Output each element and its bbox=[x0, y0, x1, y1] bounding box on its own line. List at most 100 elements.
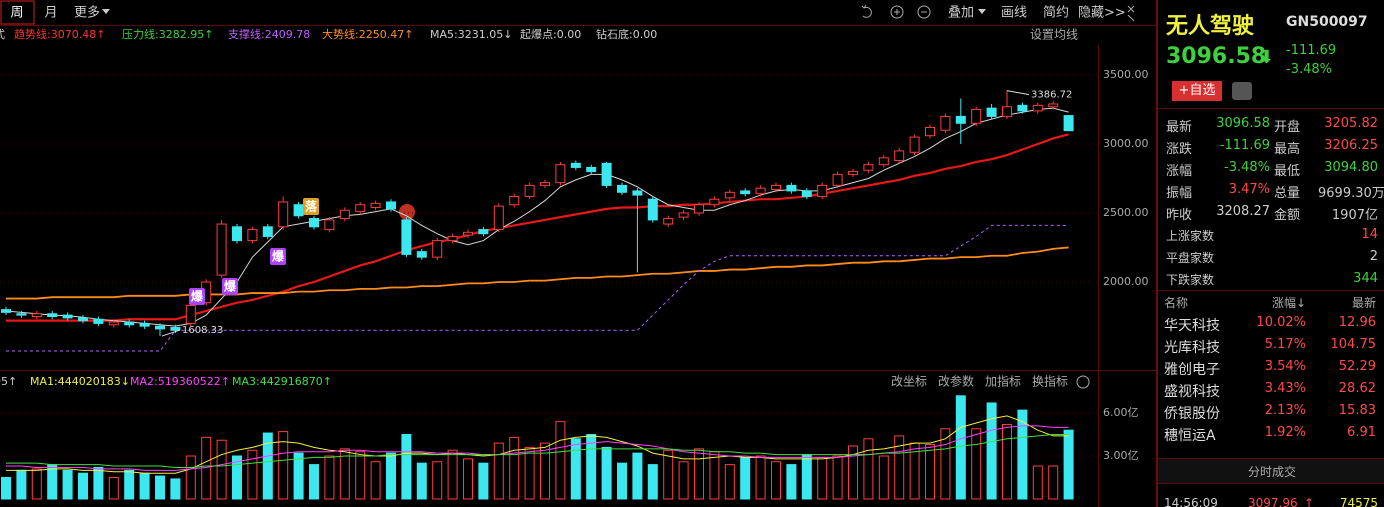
volume-bar bbox=[108, 477, 119, 500]
volume-bar bbox=[663, 449, 674, 500]
stock-change: 2.13% bbox=[1264, 403, 1306, 418]
stock-price: 6.91 bbox=[1347, 425, 1376, 440]
stock-price: 28.62 bbox=[1338, 381, 1376, 396]
indicator-item: 钻石底:0.00 bbox=[596, 27, 657, 41]
volume-bar bbox=[755, 455, 766, 500]
toolbar-button[interactable]: 画线 bbox=[1001, 6, 1027, 21]
stat-label: 涨幅 bbox=[1166, 164, 1193, 179]
candle-body bbox=[339, 209, 350, 220]
volume-bar bbox=[801, 454, 812, 500]
stat-value: 3208.27 bbox=[1216, 204, 1270, 219]
volume-bar bbox=[878, 455, 889, 500]
candle-body bbox=[16, 313, 27, 316]
stat-label: 金额 bbox=[1274, 208, 1301, 223]
stock-price: 52.29 bbox=[1338, 359, 1376, 374]
annotation-arrow bbox=[1006, 90, 1030, 96]
volume-bar bbox=[31, 468, 42, 500]
candle-body bbox=[925, 126, 935, 137]
y-tick-label: 6.00亿 bbox=[1103, 406, 1139, 419]
volume-bar bbox=[1032, 465, 1043, 500]
volume-header: 95↑ bbox=[0, 375, 17, 388]
volume-bar bbox=[16, 469, 27, 500]
quote-change-pct: -3.48% bbox=[1286, 62, 1332, 77]
volume-bar bbox=[293, 452, 304, 500]
indicator-item: 支撑线:2409.78 bbox=[228, 27, 310, 41]
candle-body bbox=[31, 313, 42, 317]
section-title: 分时成交 bbox=[1247, 465, 1296, 479]
toolbar-button[interactable]: 隐藏>> bbox=[1078, 6, 1126, 21]
volume-bar bbox=[986, 402, 997, 500]
toolbar-button[interactable]: 简约 bbox=[1043, 5, 1069, 21]
candle-body bbox=[278, 201, 289, 228]
volume-bar bbox=[848, 445, 858, 500]
candle-body bbox=[324, 219, 335, 231]
quote-price: 3096.58 bbox=[1166, 44, 1267, 69]
stat-value: 3096.58 bbox=[1216, 116, 1270, 131]
badge-bg bbox=[303, 198, 319, 215]
stat-label: 昨收 bbox=[1166, 208, 1193, 223]
candle-body bbox=[817, 184, 828, 197]
candle-body bbox=[894, 150, 905, 162]
quote-panel: 无人驾驶 GN500097 3096.58 ⬇ -111.69 -3.48% +… bbox=[1156, 0, 1384, 507]
indicator-item: 压力线:3282.95↑ bbox=[122, 27, 213, 41]
annotation: 3386.72 bbox=[1031, 90, 1072, 101]
close-button bbox=[1076, 375, 1090, 389]
volume-bar bbox=[339, 448, 350, 500]
tab-active[interactable] bbox=[0, 0, 35, 25]
volume-bar bbox=[925, 444, 935, 500]
candle-body bbox=[971, 109, 982, 124]
volume-header: MA2:519360522↑ bbox=[130, 375, 230, 388]
indicator-line bbox=[6, 133, 1069, 322]
volume-bar bbox=[955, 395, 966, 500]
indicator-item: MA5:3231.05↓ bbox=[430, 28, 512, 41]
stock-price: 104.75 bbox=[1330, 337, 1377, 352]
candle-body bbox=[155, 325, 165, 330]
toolbar-button[interactable]: 叠加 bbox=[948, 6, 974, 21]
trade-price: 3097.96 bbox=[1248, 496, 1298, 507]
volume-button: 加指标 bbox=[985, 374, 1021, 389]
candle-body bbox=[401, 219, 412, 255]
volume-bar bbox=[863, 438, 874, 500]
candle-body bbox=[139, 322, 150, 327]
tab[interactable]: 月 bbox=[44, 6, 57, 21]
tab[interactable]: 更多 bbox=[74, 5, 100, 21]
y-tick-label: 3000.00 bbox=[1103, 137, 1149, 150]
candle-body bbox=[309, 218, 319, 228]
annotation: 1608.33 bbox=[182, 325, 223, 336]
stock-price: 12.96 bbox=[1338, 315, 1376, 330]
tab[interactable]: 周 bbox=[10, 6, 23, 21]
alert-button[interactable] bbox=[1232, 82, 1252, 100]
count-label: 下跌家数 bbox=[1166, 273, 1215, 287]
volume-bar bbox=[93, 466, 104, 500]
candle-body bbox=[1048, 103, 1059, 108]
watch-button[interactable]: +自选 bbox=[1172, 81, 1222, 101]
volume-bar bbox=[709, 451, 720, 500]
quote-change: -111.69 bbox=[1286, 43, 1337, 58]
candle-body bbox=[986, 107, 997, 117]
trade-volume: 74575 bbox=[1339, 496, 1378, 507]
candle-body bbox=[124, 321, 135, 326]
annotation-arrow bbox=[161, 329, 181, 337]
candle-body bbox=[709, 198, 720, 206]
volume-bar bbox=[324, 455, 335, 500]
settings-button[interactable]: 设置均线 bbox=[1030, 28, 1078, 42]
badge: 爆 bbox=[272, 249, 285, 264]
stock-price: 15.83 bbox=[1338, 403, 1376, 418]
stat-label: 最低 bbox=[1274, 164, 1301, 179]
toolbar-icons[interactable] bbox=[861, 4, 1135, 22]
trade-time: 14:56:09 bbox=[1164, 496, 1218, 507]
stock-name: 雅创电子 bbox=[1164, 362, 1220, 378]
indicator-item: 起爆点:0.00 bbox=[520, 27, 581, 41]
volume-bar bbox=[771, 461, 781, 500]
indicator-line bbox=[6, 434, 1069, 468]
volume-button: 换指标 bbox=[1032, 374, 1068, 389]
stock-name: 光库科技 bbox=[1164, 340, 1220, 356]
volume-bar bbox=[262, 432, 273, 500]
volume-bar bbox=[309, 464, 319, 500]
stat-label: 最新 bbox=[1166, 120, 1193, 135]
stat-value: 3205.82 bbox=[1324, 116, 1378, 131]
volume-bar bbox=[185, 455, 196, 500]
candle-body bbox=[47, 313, 58, 317]
stat-label: 开盘 bbox=[1274, 120, 1301, 135]
candle-body bbox=[524, 184, 535, 197]
